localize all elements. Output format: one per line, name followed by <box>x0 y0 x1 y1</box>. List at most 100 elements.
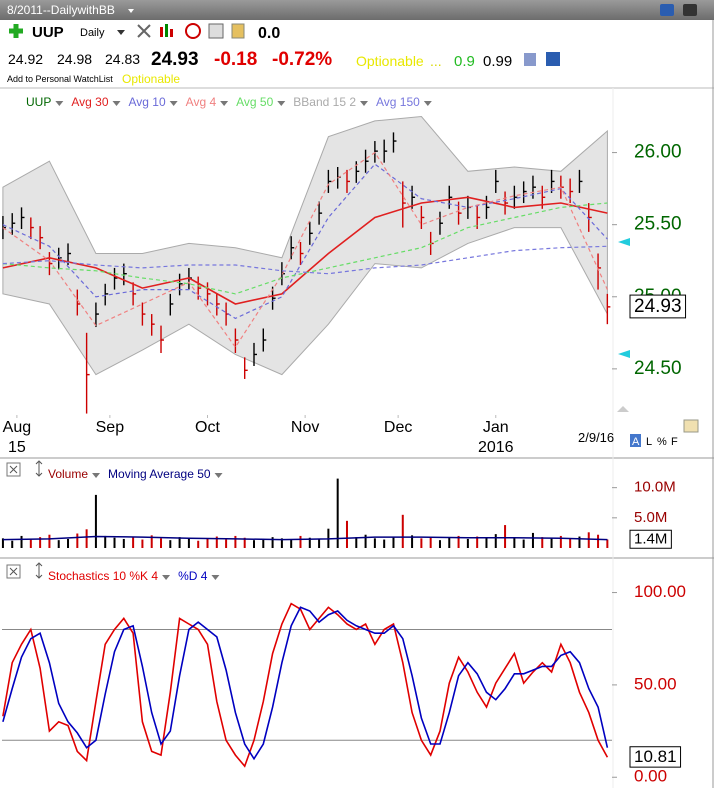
dropdown-arrow[interactable] <box>423 101 432 106</box>
icon[interactable] <box>165 24 168 37</box>
moving-average <box>2 196 608 305</box>
y-tick-label: 24.50 <box>634 358 682 379</box>
scroll-icon[interactable] <box>617 406 629 412</box>
legend-entry[interactable]: Stochastics 10 %K 4 <box>48 569 158 583</box>
watchlist-link[interactable]: Add to Personal WatchList <box>7 74 113 84</box>
legend-entry[interactable]: Avg 30 <box>71 95 108 109</box>
volume-bar <box>494 534 497 548</box>
volume-bar <box>169 540 172 548</box>
volume-bar <box>113 537 116 548</box>
x-tick-label: Oct <box>195 419 220 436</box>
dropdown-arrow[interactable] <box>55 101 64 106</box>
period[interactable]: Daily <box>80 27 105 39</box>
volume-bar <box>522 539 525 548</box>
volume-bar <box>76 533 79 548</box>
icon-t[interactable] <box>683 4 697 16</box>
dropdown-arrow[interactable] <box>112 101 121 106</box>
view-option[interactable]: % <box>657 436 667 448</box>
change-top: 0.0 <box>258 25 280 42</box>
quote-high: 24.98 <box>57 51 92 67</box>
edit-icon[interactable] <box>683 419 699 433</box>
last-stochastic: 10.81 <box>634 747 677 766</box>
volume-bar <box>457 535 460 548</box>
legend-entry[interactable]: Moving Average 50 <box>108 467 211 481</box>
quote-last: 24.93 <box>151 49 199 70</box>
moving-average <box>2 202 608 295</box>
dropdown-arrow[interactable] <box>220 101 229 106</box>
volume-bar <box>280 538 283 548</box>
icon[interactable] <box>170 29 173 37</box>
optionable: Optionable <box>356 53 424 69</box>
volume-bar <box>364 534 367 548</box>
volume-bar <box>252 540 255 548</box>
legend-entry[interactable]: Avg 150 <box>376 95 420 109</box>
volume-bar <box>587 532 590 548</box>
view-option-box[interactable] <box>630 434 641 447</box>
dropdown-arrow[interactable] <box>277 101 286 106</box>
add-icon[interactable] <box>9 24 23 38</box>
x-tick-label: Sep <box>96 419 125 436</box>
quote-low: 24.83 <box>105 51 140 67</box>
dropdown-arrow[interactable] <box>169 101 178 106</box>
dropdown-arrow[interactable] <box>92 473 101 478</box>
tools-icon[interactable] <box>137 24 151 38</box>
volume-bar <box>178 537 181 548</box>
volume-bar <box>476 536 479 548</box>
volume-bar <box>411 535 414 548</box>
alarm-icon[interactable] <box>185 23 201 39</box>
volume-bar <box>67 538 70 548</box>
dropdown-arrow[interactable] <box>128 9 134 13</box>
volume-bar <box>234 535 237 548</box>
icon-s[interactable] <box>660 4 674 16</box>
stochastic-line <box>2 606 609 761</box>
dropdown-arrow[interactable] <box>214 473 223 478</box>
volume-bar <box>355 537 358 548</box>
note-icon[interactable] <box>231 23 245 39</box>
view-option[interactable]: A <box>632 436 640 448</box>
legend-entry[interactable]: Avg 50 <box>236 95 273 109</box>
view-option[interactable]: L <box>646 436 652 448</box>
close-box[interactable] <box>6 462 21 477</box>
title-bar <box>0 0 714 20</box>
volume-bar <box>448 537 451 548</box>
marker <box>618 238 630 246</box>
y-tick-label: 100.00 <box>634 582 686 601</box>
dropdown-arrow[interactable] <box>117 30 125 35</box>
move-icon[interactable] <box>35 460 43 477</box>
quote-open: 24.92 <box>8 51 43 67</box>
view-option[interactable]: F <box>671 436 678 448</box>
legend-entry[interactable]: Avg 10 <box>129 95 166 109</box>
optionable-2: Optionable <box>122 72 180 86</box>
legend-entry[interactable]: BBand 15 2 <box>293 95 356 109</box>
value-2: 0.99 <box>483 53 512 70</box>
volume-average-label-box <box>629 529 672 549</box>
legend-entry[interactable]: Volume <box>48 467 88 481</box>
marker <box>618 350 630 358</box>
save-icon[interactable] <box>546 52 560 66</box>
last-stochastic-box <box>629 746 682 768</box>
icon[interactable] <box>524 53 536 66</box>
volume-bar <box>569 538 572 548</box>
x-tick-label: Jan <box>483 419 509 436</box>
legend-entry[interactable]: UUP <box>26 95 51 109</box>
close-box[interactable] <box>6 564 21 579</box>
volume-bar <box>197 540 200 548</box>
volume-bar <box>1 538 4 548</box>
icon[interactable] <box>160 27 163 37</box>
x-year-label: 15 <box>8 439 26 456</box>
quote-change-pct: -0.72% <box>272 49 332 70</box>
dropdown-arrow[interactable] <box>162 575 171 580</box>
volume-average-label: 1.4M <box>634 531 667 548</box>
dropdown-arrow[interactable] <box>360 101 368 106</box>
x-tick-label: Aug <box>3 419 31 436</box>
legend-entry[interactable]: Avg 4 <box>186 95 217 109</box>
legend-entry[interactable]: %D 4 <box>178 569 208 583</box>
table-icon[interactable] <box>208 23 224 39</box>
move-icon[interactable] <box>35 562 43 579</box>
volume-bar <box>597 534 600 548</box>
dots: ... <box>430 53 442 69</box>
dropdown-arrow[interactable] <box>211 575 220 580</box>
volume-bar <box>429 537 432 548</box>
volume-bar <box>559 535 562 548</box>
